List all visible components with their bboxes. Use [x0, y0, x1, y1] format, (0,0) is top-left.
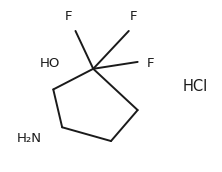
Text: F: F	[147, 57, 154, 70]
Text: F: F	[129, 10, 137, 23]
Text: F: F	[65, 10, 73, 23]
Text: H₂N: H₂N	[17, 132, 42, 145]
Text: HCl: HCl	[183, 78, 208, 94]
Text: HO: HO	[40, 57, 60, 70]
